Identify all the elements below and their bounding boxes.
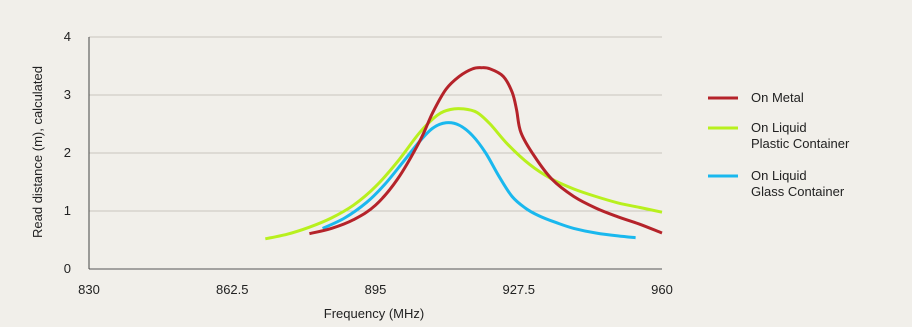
x-tick-label: 927.5 bbox=[502, 282, 535, 297]
legend-item-on-metal: On Metal bbox=[708, 90, 804, 105]
series-line-on-liquid-plastic-container bbox=[265, 107, 663, 241]
y-tick-label: 4 bbox=[64, 29, 71, 44]
series-line-on-liquid-glass-container bbox=[321, 121, 636, 240]
legend-label: On Liquid bbox=[751, 120, 807, 135]
gridlines bbox=[89, 36, 662, 270]
x-tick-label: 960 bbox=[651, 282, 673, 297]
y-tick-label: 0 bbox=[64, 261, 71, 276]
series-lines bbox=[265, 66, 663, 241]
legend-label: Plastic Container bbox=[751, 136, 850, 151]
series-line-on-metal bbox=[309, 66, 663, 236]
x-axis-title: Frequency (MHz) bbox=[324, 306, 424, 321]
x-tick-label: 895 bbox=[365, 282, 387, 297]
y-axis-title: Read distance (m), calculated bbox=[30, 66, 45, 238]
legend-label: On Liquid bbox=[751, 168, 807, 183]
x-tick-label: 862.5 bbox=[216, 282, 249, 297]
y-tick-labels: 0 1 2 3 4 bbox=[64, 29, 71, 276]
legend-label: Glass Container bbox=[751, 184, 845, 199]
legend-label: On Metal bbox=[751, 90, 804, 105]
y-tick-label: 2 bbox=[64, 145, 71, 160]
x-tick-labels: 830 862.5 895 927.5 960 bbox=[78, 282, 673, 297]
y-tick-label: 1 bbox=[64, 203, 71, 218]
x-tick-label: 830 bbox=[78, 282, 100, 297]
y-tick-label: 3 bbox=[64, 87, 71, 102]
